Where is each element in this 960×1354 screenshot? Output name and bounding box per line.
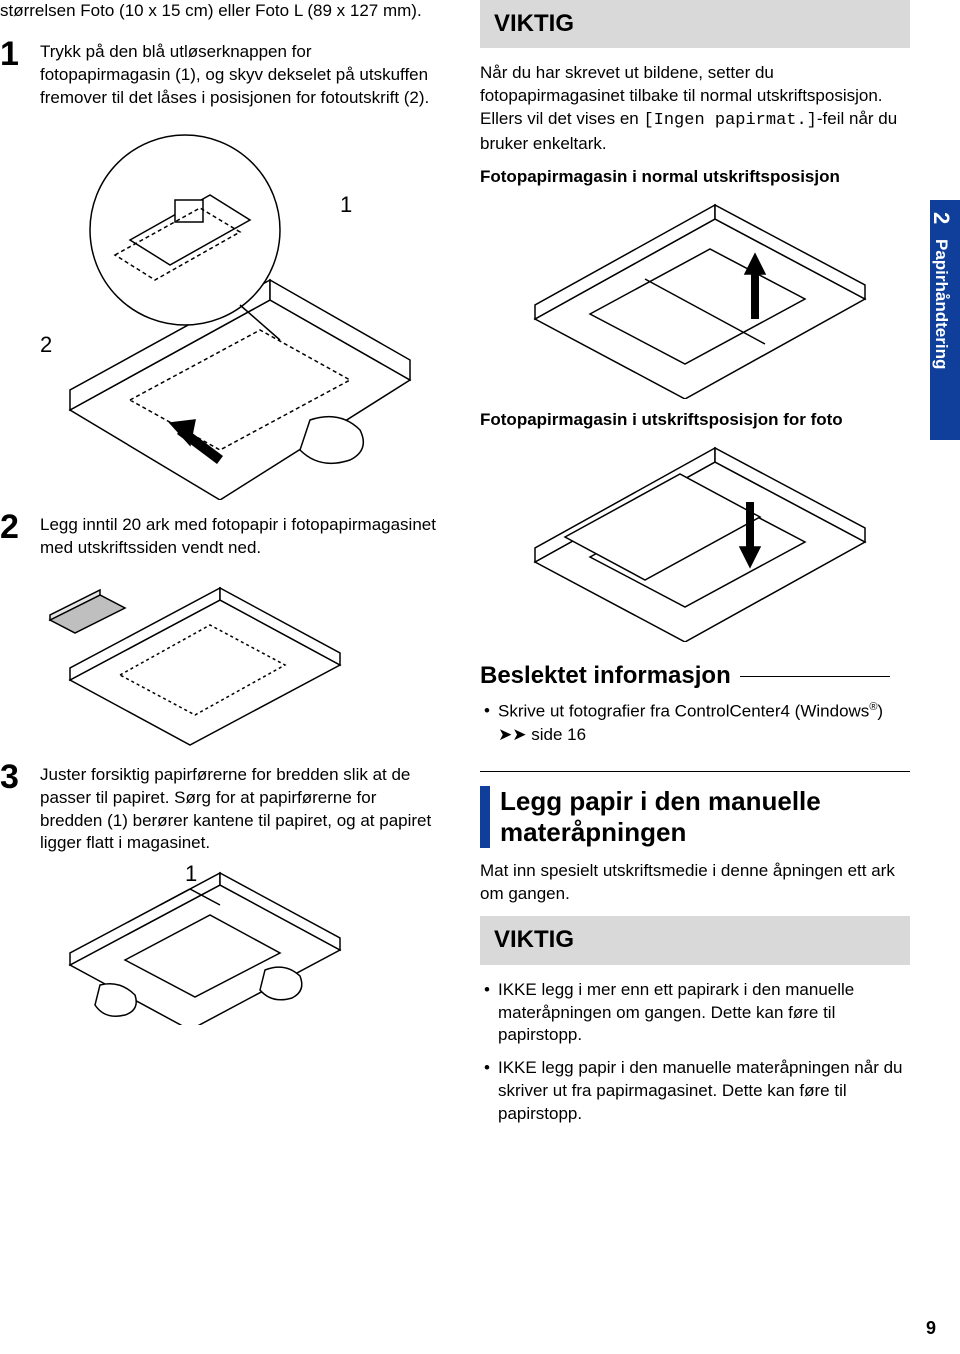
related-info-heading: Beslektet informasjon <box>480 660 910 692</box>
subheading-photo-position: Fotopapirmagasin i utskriftsposisjon for… <box>480 409 910 432</box>
illustration-step-1: 1 2 <box>10 120 430 500</box>
illustration-step-3: 1 <box>30 865 360 1025</box>
page-number: 9 <box>926 1316 936 1340</box>
viktig2-bullet-1: IKKE legg i mer enn ett papirark i den m… <box>480 979 910 1048</box>
intro-text: størrelsen Foto (10 x 15 cm) eller Foto … <box>0 0 440 23</box>
subheading-normal-position: Fotopapirmagasin i normal utskriftsposis… <box>480 166 910 189</box>
step-3-text: Juster forsiktig papirførerne for bredde… <box>40 760 440 856</box>
viktig-title-2: VIKTIG <box>494 924 896 956</box>
step-1-number: 1 <box>0 37 40 110</box>
illustration-photo-position <box>505 442 885 642</box>
viktig-callout-2: VIKTIG <box>480 916 910 964</box>
left-column: størrelsen Foto (10 x 15 cm) eller Foto … <box>0 0 460 1136</box>
page-content: størrelsen Foto (10 x 15 cm) eller Foto … <box>0 0 960 1136</box>
illustration-normal-position <box>505 199 885 399</box>
step-1-text: Trykk på den blå utløserknappen for foto… <box>40 37 440 110</box>
step-2-number: 2 <box>0 510 40 560</box>
section-intro-text: Mat inn spesielt utskriftsmedie i denne … <box>480 860 910 906</box>
related-rule <box>740 676 890 677</box>
step-2-text: Legg inntil 20 ark med fotopapir i fotop… <box>40 510 440 560</box>
viktig2-bullet-2: IKKE legg papir i den manuelle materåpni… <box>480 1057 910 1126</box>
chapter-number: 2 <box>929 212 954 224</box>
section-title-text: Legg papir i den manuelle materåpningen <box>500 786 910 848</box>
step-3: 3 Juster forsiktig papirførerne for bred… <box>0 760 440 856</box>
related-info-title: Beslektet informasjon <box>480 662 731 689</box>
right-column: VIKTIG Når du har skrevet ut bildene, se… <box>460 0 920 1136</box>
viktig-para-mono: [Ingen papirmat.] <box>643 111 816 130</box>
viktig-callout-1: VIKTIG <box>480 0 910 48</box>
step-1: 1 Trykk på den blå utløserknappen for fo… <box>0 37 440 110</box>
step-2: 2 Legg inntil 20 ark med fotopapir i fot… <box>0 510 440 560</box>
callout-label-2: 2 <box>40 330 52 360</box>
related-item-1: Skrive ut fotografier fra ControlCenter4… <box>480 700 910 747</box>
viktig-title-1: VIKTIG <box>494 8 896 40</box>
illustration-step-2 <box>30 570 360 750</box>
related-item-1a: Skrive ut fotografier fra ControlCenter4… <box>498 702 869 721</box>
chapter-title: Papirhåndtering <box>932 239 951 369</box>
section-heading-manual-feed: Legg papir i den manuelle materåpningen <box>480 771 910 848</box>
callout-label-1: 1 <box>340 190 352 220</box>
side-tab: 2 Papirhåndtering <box>930 200 960 440</box>
section-accent-bar <box>480 786 490 848</box>
viktig-paragraph: Når du har skrevet ut bildene, setter du… <box>480 62 910 156</box>
callout-label-1b: 1 <box>185 859 197 889</box>
step-3-number: 3 <box>0 760 40 856</box>
